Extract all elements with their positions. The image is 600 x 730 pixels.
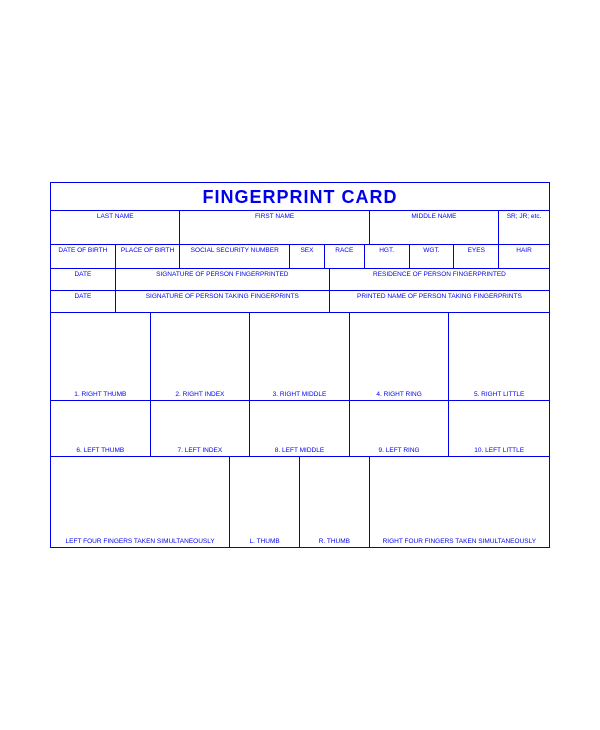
right-little-box: 5. RIGHT LITTLE (449, 313, 549, 401)
sig1-date-field: DATE (51, 269, 116, 291)
card-title: FINGERPRINT CARD (51, 183, 549, 211)
wgt-field: WGT. (410, 245, 455, 269)
sig1-residence-field: RESIDENCE OF PERSON FINGERPRINTED (330, 269, 549, 291)
hgt-field: HGT. (365, 245, 410, 269)
fingerprint-card: FINGERPRINT CARD LAST NAME FIRST NAME MI… (50, 182, 550, 548)
r-thumb-box: R. THUMB (300, 457, 370, 547)
right-ring-box: 4. RIGHT RING (350, 313, 450, 401)
first-name-field: FIRST NAME (180, 211, 369, 245)
right-prints-row: 1. RIGHT THUMB 2. RIGHT INDEX 3. RIGHT M… (51, 313, 549, 401)
ssn-field: SOCIAL SECURITY NUMBER (180, 245, 290, 269)
sig2-date-field: DATE (51, 291, 116, 313)
physical-row: DATE OF BIRTH PLACE OF BIRTH SOCIAL SECU… (51, 245, 549, 269)
sex-field: SEX (290, 245, 325, 269)
left-four-box: LEFT FOUR FINGERS TAKEN SIMULTANEOUSLY (51, 457, 230, 547)
name-row: LAST NAME FIRST NAME MIDDLE NAME SR; JR;… (51, 211, 549, 245)
right-middle-box: 3. RIGHT MIDDLE (250, 313, 350, 401)
suffix-field: SR; JR; etc. (499, 211, 549, 245)
dob-field: DATE OF BIRTH (51, 245, 116, 269)
right-four-box: RIGHT FOUR FINGERS TAKEN SIMULTANEOUSLY (370, 457, 549, 547)
sig2-printed-field: PRINTED NAME OF PERSON TAKING FINGERPRIN… (330, 291, 549, 313)
pob-field: PLACE OF BIRTH (116, 245, 181, 269)
middle-name-field: MIDDLE NAME (370, 211, 499, 245)
eyes-field: EYES (454, 245, 499, 269)
right-thumb-box: 1. RIGHT THUMB (51, 313, 151, 401)
sig2-signature-field: SIGNATURE OF PERSON TAKING FINGERPRINTS (116, 291, 330, 313)
simultaneous-row: LEFT FOUR FINGERS TAKEN SIMULTANEOUSLY L… (51, 457, 549, 547)
sig1-signature-field: SIGNATURE OF PERSON FINGERPRINTED (116, 269, 330, 291)
race-field: RACE (325, 245, 365, 269)
signature-row-1: DATE SIGNATURE OF PERSON FINGERPRINTED R… (51, 269, 549, 291)
left-ring-box: 9. LEFT RING (350, 401, 450, 457)
left-little-box: 10. LEFT LITTLE (449, 401, 549, 457)
last-name-field: LAST NAME (51, 211, 180, 245)
left-index-box: 7. LEFT INDEX (151, 401, 251, 457)
l-thumb-box: L. THUMB (230, 457, 300, 547)
right-index-box: 2. RIGHT INDEX (151, 313, 251, 401)
signature-row-2: DATE SIGNATURE OF PERSON TAKING FINGERPR… (51, 291, 549, 313)
left-thumb-box: 6. LEFT THUMB (51, 401, 151, 457)
left-middle-box: 8. LEFT MIDDLE (250, 401, 350, 457)
hair-field: HAIR (499, 245, 549, 269)
left-prints-row: 6. LEFT THUMB 7. LEFT INDEX 8. LEFT MIDD… (51, 401, 549, 457)
